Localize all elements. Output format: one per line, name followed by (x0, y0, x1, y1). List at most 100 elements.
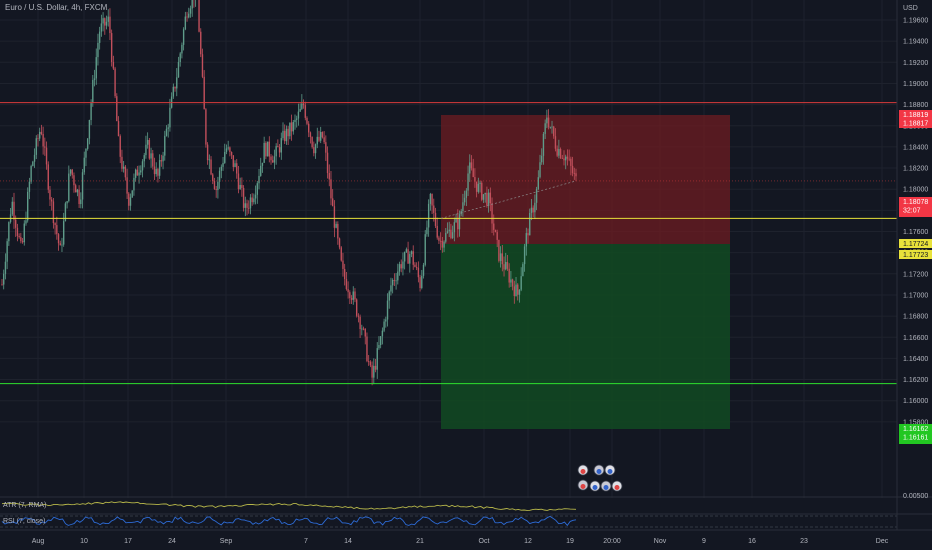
target-tag-text: 1.16161 (903, 435, 928, 442)
candle-body (426, 227, 428, 235)
candle-body (397, 271, 399, 281)
target-tag-text: 1.16162 (903, 426, 928, 433)
candle-body (25, 220, 27, 224)
candle-body (200, 31, 202, 55)
atr-legend[interactable]: ATR (7, RMA) (3, 502, 47, 509)
horizontal-levels[interactable] (0, 102, 897, 385)
candle-body (434, 212, 437, 226)
candle-body (98, 31, 101, 43)
candle-body (395, 280, 397, 282)
candle-body (80, 199, 82, 205)
event-flag-dot (603, 485, 609, 490)
candle-body (205, 109, 207, 145)
indicator-panes[interactable] (0, 496, 932, 531)
candle-body (73, 175, 75, 186)
candle-body (18, 235, 20, 238)
time-tick-label: Sep (220, 538, 233, 545)
candle-body (33, 154, 36, 162)
position-tool[interactable] (441, 115, 730, 429)
candle-body (32, 161, 34, 166)
candle-body (309, 132, 312, 137)
candle-body (385, 319, 387, 322)
candle-body (371, 365, 373, 378)
candle-body (145, 144, 147, 156)
candle-body (78, 189, 80, 205)
candle-body (499, 253, 502, 261)
price-tick-label: 1.18200 (903, 166, 928, 173)
candle-body (182, 29, 185, 45)
candle-body (227, 147, 229, 149)
candle-body (157, 168, 159, 176)
price-tick-label: 1.15800 (903, 419, 928, 426)
candle-body (275, 146, 277, 157)
candle-body (50, 199, 53, 202)
entry-tag-text: 1.17724 (903, 241, 928, 248)
price-tick-label: 1.19400 (903, 39, 928, 46)
candle-body (289, 122, 291, 137)
candle-body (451, 232, 454, 238)
candle-body (278, 147, 281, 153)
symbol-title[interactable]: Euro / U.S. Dollar, 4h, FXCM (5, 3, 108, 12)
candle-body (174, 86, 176, 89)
time-tick-label: 20:00 (603, 538, 621, 545)
candle-body (66, 201, 68, 204)
candle-body (169, 107, 171, 128)
candle-body (254, 194, 257, 199)
candle-body (431, 194, 433, 206)
stop-loss-zone[interactable] (441, 115, 730, 244)
candle-body (475, 181, 478, 192)
candle-body (535, 189, 538, 203)
time-axis[interactable]: Aug 10 17 24 Sep 7 14 21 Oct 12 19 20:00 Nov 9 16 23 Dec (32, 538, 889, 545)
economic-events[interactable] (577, 464, 623, 492)
price-tick-label: 1.19200 (903, 60, 928, 67)
candle-body (554, 136, 557, 149)
rsi-legend[interactable]: RSI (7, close) (3, 518, 46, 525)
candle-body (284, 130, 286, 142)
candle-body (487, 192, 490, 206)
candle-body (92, 80, 94, 103)
candle-body (417, 267, 420, 278)
candle-body (3, 273, 5, 285)
candle-body (366, 336, 368, 362)
candle-body (429, 194, 432, 204)
take-profit-zone[interactable] (441, 244, 730, 429)
rsi-line (1, 515, 577, 527)
candle-body (539, 162, 541, 178)
price-tick-label: 1.16000 (903, 398, 928, 405)
candle-body (378, 344, 380, 349)
price-tick-label: 1.17200 (903, 271, 928, 278)
candle-body (537, 177, 540, 190)
current-price-tag (899, 197, 932, 217)
candle-body (270, 156, 272, 161)
price-axis[interactable]: 1.196001.194001.192001.190001.188001.186… (896, 0, 928, 530)
time-tick-label: 19 (566, 538, 574, 545)
candle-body (95, 57, 97, 79)
candle-body (1, 284, 3, 286)
candle-body (133, 177, 135, 191)
candle-body (110, 33, 113, 63)
candle-body (296, 118, 298, 120)
time-tick-label: Aug (32, 538, 45, 545)
candle-body (179, 53, 181, 63)
candle-body (498, 239, 500, 261)
candle-body (546, 117, 548, 124)
candle-body (331, 198, 334, 207)
candle-body (165, 128, 168, 136)
candle-body (158, 160, 161, 176)
candle-body (414, 264, 416, 267)
currency-label[interactable]: USD (903, 5, 918, 12)
candle-body (203, 76, 205, 110)
candle-body (383, 321, 385, 331)
candle-body (568, 158, 570, 160)
candle-body (534, 202, 536, 213)
candle-body (97, 42, 99, 58)
candle-body (213, 180, 216, 189)
candle-body (441, 240, 444, 248)
price-candles[interactable] (1, 0, 577, 386)
candle-body (242, 187, 245, 208)
candle-body (477, 183, 480, 192)
candle-body (474, 177, 476, 182)
candle-body (188, 13, 190, 18)
